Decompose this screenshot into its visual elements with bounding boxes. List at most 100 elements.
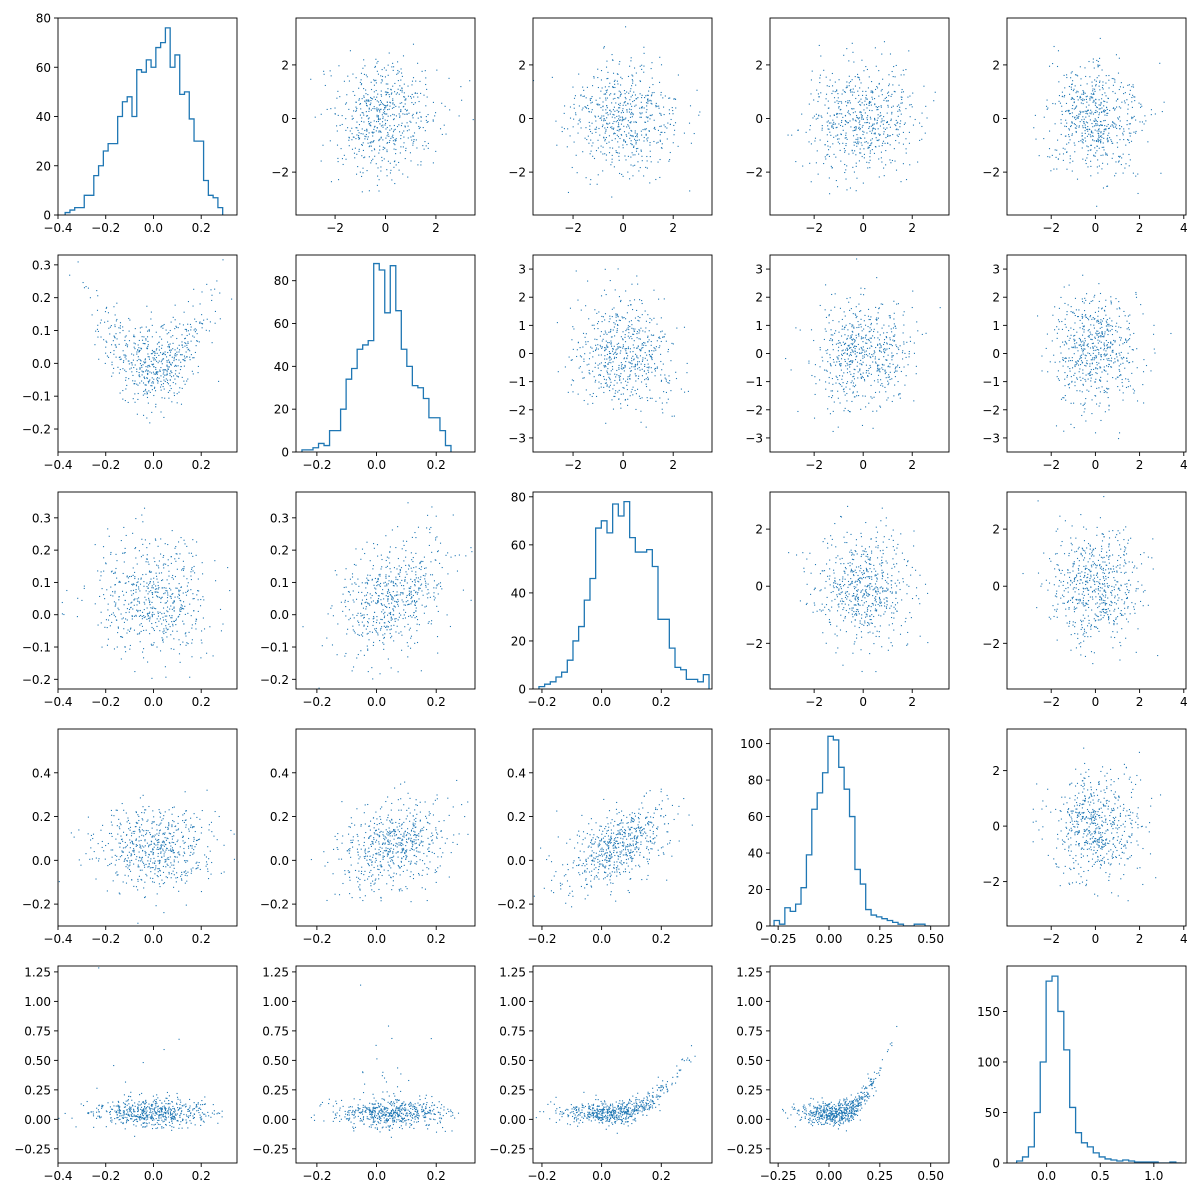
scatter-point <box>647 336 649 338</box>
scatter-point <box>860 82 862 84</box>
scatter-point <box>1131 372 1133 374</box>
scatter-point <box>1170 332 1172 335</box>
scatter-point <box>860 310 862 312</box>
scatter-point <box>635 121 637 123</box>
scatter-point <box>1092 132 1094 134</box>
scatter-point <box>413 132 416 134</box>
scatter-point <box>399 89 402 91</box>
scatter-point <box>839 375 841 377</box>
scatter-point <box>595 120 597 122</box>
scatter-point <box>583 89 585 91</box>
scatter-point <box>1076 361 1078 363</box>
scatter-point <box>374 65 376 67</box>
scatter-point <box>1110 366 1113 368</box>
scatter-point <box>161 344 163 346</box>
scatter-point <box>1043 116 1045 118</box>
scatter-point <box>651 359 653 361</box>
scatter-point <box>617 126 619 128</box>
scatter-point <box>615 314 617 316</box>
scatter-point <box>216 280 218 282</box>
scatter-point <box>870 101 872 103</box>
scatter-point <box>386 126 388 129</box>
scatter-point <box>819 139 821 141</box>
scatter-point <box>372 158 374 160</box>
scatter-point <box>639 107 641 109</box>
scatter-point <box>653 127 655 130</box>
scatter-point <box>390 102 392 104</box>
scatter-point <box>843 391 845 393</box>
scatter-point <box>176 351 178 353</box>
scatter-point <box>138 351 140 353</box>
scatter-point <box>356 153 358 155</box>
scatter-point <box>633 340 635 342</box>
scatter-point <box>844 91 846 93</box>
scatter-point <box>1078 371 1080 373</box>
scatter-point <box>600 386 602 388</box>
scatter-point <box>168 332 170 334</box>
scatter-point <box>1079 121 1081 123</box>
scatter-point <box>641 97 643 99</box>
scatter-point <box>384 113 386 115</box>
scatter-point <box>617 141 619 143</box>
scatter-point <box>404 126 406 128</box>
scatter-point <box>371 150 373 152</box>
scatter-point <box>1035 138 1037 140</box>
scatter-point <box>1082 351 1084 353</box>
scatter-point <box>1153 348 1155 350</box>
scatter-point <box>1105 106 1108 108</box>
scatter-point <box>1053 45 1055 48</box>
scatter-point <box>1115 353 1117 356</box>
scatter-point <box>1084 357 1086 359</box>
scatter-point <box>831 397 833 399</box>
scatter-point <box>865 335 867 337</box>
scatter-point <box>632 386 634 388</box>
scatter-point <box>843 343 845 346</box>
scatter-point <box>624 118 626 120</box>
scatter-point <box>186 356 188 358</box>
scatter-point <box>608 331 610 333</box>
scatter-point <box>181 376 183 378</box>
scatter-point <box>603 46 605 48</box>
scatter-point <box>402 106 404 108</box>
scatter-point <box>1092 101 1094 103</box>
scatter-point <box>809 162 811 164</box>
scatter-point <box>844 358 846 361</box>
scatter-point <box>211 299 213 302</box>
scatter-point <box>1112 125 1114 127</box>
scatter-point <box>1084 67 1086 69</box>
scatter-point <box>1043 138 1045 140</box>
scatter-point <box>605 129 607 131</box>
scatter-point <box>1120 339 1122 341</box>
scatter-point <box>155 406 157 408</box>
scatter-point <box>850 360 852 362</box>
scatter-point <box>1076 117 1078 119</box>
scatter-point <box>1114 361 1116 363</box>
scatter-point <box>629 178 631 180</box>
scatter-point <box>439 128 442 130</box>
scatter-point <box>585 333 587 335</box>
scatter-point <box>380 108 382 110</box>
scatter-point <box>832 349 834 351</box>
scatter-point <box>860 137 862 139</box>
scatter-point <box>363 96 365 98</box>
scatter-point <box>632 394 634 396</box>
scatter-point <box>890 328 892 330</box>
scatter-point <box>890 95 892 97</box>
scatter-point <box>819 366 821 368</box>
scatter-point <box>857 377 859 379</box>
scatter-point <box>145 361 147 363</box>
scatter-point <box>832 334 834 336</box>
scatter-point <box>1104 353 1106 355</box>
scatter-point <box>863 70 865 72</box>
scatter-point <box>899 126 901 128</box>
scatter-point <box>856 134 858 136</box>
scatter-point <box>660 114 662 116</box>
scatter-point <box>881 88 883 91</box>
scatter-point <box>846 338 848 340</box>
scatter-point <box>1124 315 1126 317</box>
scatter-point <box>907 364 909 366</box>
scatter-point <box>633 145 635 147</box>
scatter-point <box>891 352 893 354</box>
scatter-point <box>606 370 608 372</box>
scatter-point <box>622 344 624 346</box>
